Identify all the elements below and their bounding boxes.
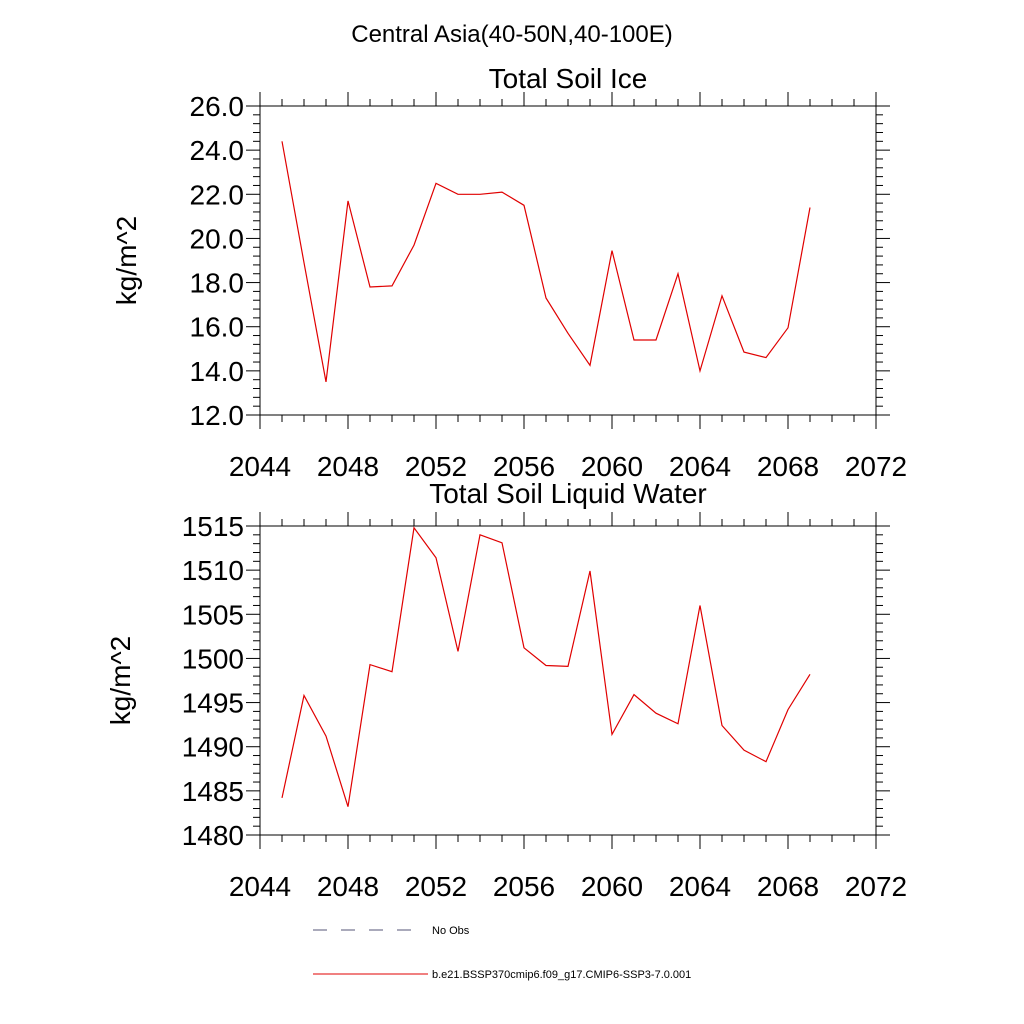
- series-line: [281, 526, 811, 807]
- y-axis-label: kg/m^2: [105, 636, 136, 725]
- chart-total-soil-liquid-water: Total Soil Liquid Water kg/m^2 2044 2048 205…: [105, 478, 907, 902]
- figure-title: Central Asia(40-50N,40-100E): [351, 21, 673, 48]
- x-tick-label: 2068: [757, 451, 819, 482]
- x-tick-label: 2052: [405, 871, 467, 902]
- y-tick-label: 22.0: [190, 179, 245, 210]
- x-tick-label: 2060: [581, 451, 643, 482]
- legend-obs-label: No Obs: [432, 925, 470, 937]
- legend: No Obs b.e21.BSSP370cmip6.f09_g17.CMIP6-…: [313, 925, 691, 981]
- x-tick-label: 2072: [845, 871, 907, 902]
- x-tick-label: 2068: [757, 871, 819, 902]
- x-tick-label: 2056: [493, 871, 555, 902]
- y-tick-label: 12.0: [190, 400, 245, 431]
- y-tick-label: 1500: [182, 643, 244, 674]
- x-tick-label: 2064: [669, 451, 731, 482]
- x-tick-label: 2044: [229, 871, 291, 902]
- y-tick-label: 1485: [182, 776, 244, 807]
- y-tick-label: 18.0: [190, 268, 245, 299]
- x-tick-label: 2072: [845, 451, 907, 482]
- x-tick-label: 2044: [229, 451, 291, 482]
- plot-frame: [259, 525, 877, 836]
- y-tick-label: 24.0: [190, 135, 245, 166]
- y-tick-label: 1515: [182, 511, 244, 542]
- x-tick-label: 2048: [317, 871, 379, 902]
- series-line: [281, 141, 811, 383]
- y-tick-label: 16.0: [190, 312, 245, 343]
- y-tick-label: 1480: [182, 820, 244, 851]
- x-tick-label: 2060: [581, 871, 643, 902]
- plot-frame: [259, 105, 877, 416]
- x-tick-label: 2052: [405, 451, 467, 482]
- y-tick-label: 26.0: [190, 91, 245, 122]
- x-tick-label: 2056: [493, 451, 555, 482]
- y-tick-label: 1490: [182, 732, 244, 763]
- y-tick-label: 1505: [182, 599, 244, 630]
- chart-title: Total Soil Ice: [489, 63, 648, 94]
- y-tick-label: 14.0: [190, 356, 245, 387]
- chart-title: Total Soil Liquid Water: [429, 478, 707, 509]
- legend-model-label: b.e21.BSSP370cmip6.f09_g17.CMIP6-SSP3-7.…: [432, 969, 691, 981]
- x-tick-label: 2064: [669, 871, 731, 902]
- chart-total-soil-ice: Total Soil Ice kg/m^2 2044 2048 2052 2056 2060…: [111, 63, 907, 482]
- y-axis-label: kg/m^2: [111, 216, 142, 305]
- y-tick-label: 1510: [182, 555, 244, 586]
- x-tick-label: 2048: [317, 451, 379, 482]
- y-tick-label: 20.0: [190, 223, 245, 254]
- y-tick-label: 1495: [182, 688, 244, 719]
